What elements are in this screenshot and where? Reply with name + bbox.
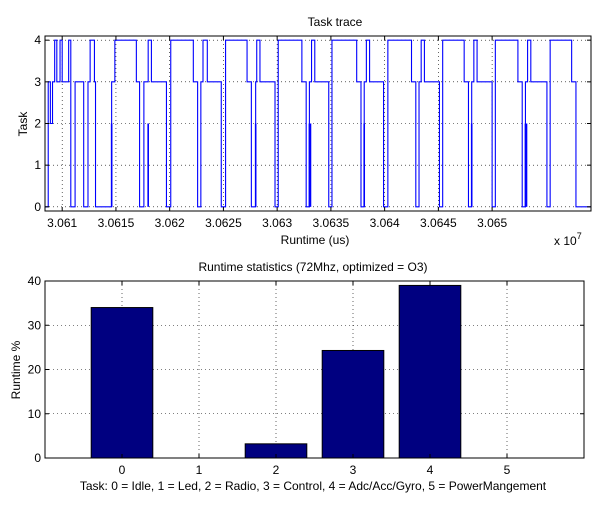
runtime-statistics-chart: Runtime statistics (72Mhz, optimized = O… [9,260,585,493]
runtime-stats-x-tick-label: 4 [427,463,434,477]
task-trace-y-label: Task [16,111,30,137]
runtime-stats-x-label: Task: 0 = Idle, 1 = Led, 2 = Radio, 3 = … [80,479,547,493]
task-trace-x-tick-label: 3.0615 [98,216,135,230]
runtime-stats-ticks: 0 1 2 3 4 5 0 10 20 30 40 [28,274,584,477]
runtime-stats-y-tick-label: 30 [28,318,42,332]
runtime-stats-y-label: Runtime % [9,340,23,399]
runtime-stats-x-tick-label: 1 [196,463,203,477]
task-trace-y-tick-label: 2 [34,117,41,131]
runtime-stats-y-tick-label: 20 [28,363,42,377]
runtime-stats-x-tick-label: 3 [350,463,357,477]
task-trace-line [45,39,591,208]
runtime-stats-title: Runtime statistics (72Mhz, optimized = O… [198,260,427,274]
task-trace-x-tick-label: 3.064 [370,216,400,230]
task-trace-y-tick-label: 4 [34,33,41,47]
task-trace-x-tick-label: 3.062 [155,216,185,230]
task-trace-x-label: Runtime (us) [281,233,350,247]
task-trace-chart: Task trace 3.061 3.0615 3.062 3.0625 3.063 3.… [16,15,592,248]
task-trace-title: Task trace [308,15,363,29]
runtime-bar-task-3 [321,349,385,459]
task-trace-x-tick-label: 3.065 [477,216,507,230]
task-trace-x-tick-label: 3.0635 [313,216,350,230]
task-trace-y-tick-label: 3 [34,75,41,89]
runtime-stats-x-tick-label: 0 [119,463,126,477]
runtime-stats-x-tick-label: 5 [504,463,511,477]
runtime-stats-y-tick-label: 10 [28,407,42,421]
task-trace-series [45,39,591,208]
runtime-stats-bars [90,284,462,459]
runtime-bar-task-4 [398,284,462,459]
task-trace-x-tick-label: 3.063 [262,216,292,230]
task-trace-x-tick-label: 3.061 [47,216,77,230]
task-trace-x-exponent-base: x 10 [554,234,577,248]
task-trace-x-exponent: x 107 [554,231,582,248]
task-trace-y-tick-label: 1 [34,158,41,172]
runtime-stats-y-tick-label: 40 [28,274,42,288]
runtime-stats-x-tick-label: 2 [273,463,280,477]
task-trace-y-tick-label: 0 [34,200,41,214]
task-trace-ticks: 3.061 3.0615 3.062 3.0625 3.063 3.0635 3.064 3.… [34,33,591,230]
task-trace-x-tick-label: 3.0645 [420,216,457,230]
runtime-bar-task-0 [90,307,154,459]
runtime-stats-y-tick-label: 0 [34,451,41,465]
task-trace-x-tick-label: 3.0625 [205,216,242,230]
task-trace-x-exponent-power: 7 [577,231,582,241]
